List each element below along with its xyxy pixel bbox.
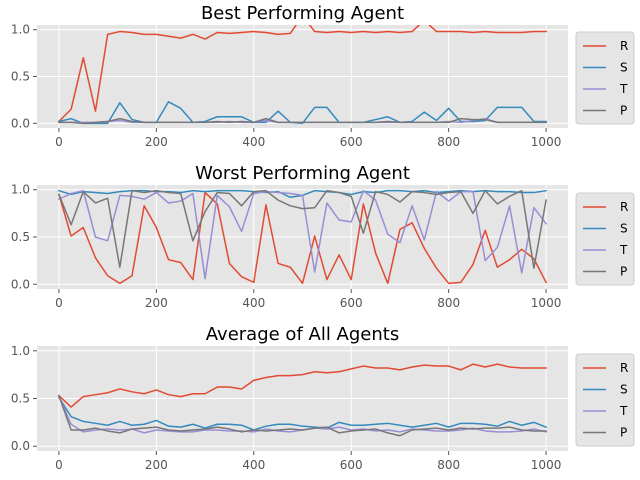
x-tick-label: 400 (242, 458, 265, 472)
legend-box (575, 353, 635, 447)
x-tick-label: 800 (437, 135, 460, 149)
x-tick-label: 200 (145, 135, 168, 149)
y-tick-label: 1.0 (11, 183, 30, 197)
series-line-P (57, 189, 547, 269)
x-tick-label: 800 (437, 296, 460, 310)
legend-label-S: S (620, 222, 628, 236)
legend-box (575, 192, 635, 286)
legend-label-R: R (620, 39, 628, 53)
series-line-R (57, 191, 548, 285)
legend-label-S: S (620, 383, 628, 397)
x-tick-label: 200 (145, 458, 168, 472)
series-line-P (58, 117, 547, 125)
x-tick-label: 1000 (531, 296, 562, 310)
y-tick-label: 1.0 (11, 23, 30, 37)
legend-box (575, 31, 635, 125)
chart-panel-3: 0 200 400 600 800 1000 0.0 0.5 1.0 Average of All… (11, 324, 635, 472)
x-tick-label: 0 (55, 458, 63, 472)
y-tick-label: 0.5 (11, 230, 30, 244)
legend-label-P: P (620, 426, 627, 440)
x-tick-label: 800 (437, 458, 460, 472)
x-tick-label: 0 (55, 296, 63, 310)
chart-title: Worst Performing Agent (195, 163, 410, 184)
chart-panel-1: 0 200 400 600 800 1000 0.0 0.5 1.0 Best Performin… (11, 3, 635, 149)
series-line-R (57, 25, 547, 123)
legend-label-P: P (620, 265, 627, 279)
x-tick-label: 600 (340, 458, 363, 472)
legend-label-T: T (619, 82, 628, 96)
x-tick-label: 0 (55, 135, 63, 149)
series-lines (57, 25, 547, 125)
y-tick-label: 0.0 (11, 116, 30, 130)
chart-title: Average of All Agents (206, 324, 399, 345)
series-line-S (57, 396, 548, 431)
x-tick-label: 600 (340, 296, 363, 310)
y-tick-label: 1.0 (11, 344, 30, 358)
y-tick-label: 0.5 (11, 70, 30, 84)
chart-panel-2: 0 200 400 600 800 1000 0.0 0.5 1.0 Worst Performi… (11, 163, 635, 310)
series-lines (57, 189, 548, 285)
series-line-T (57, 189, 548, 280)
y-tick-label: 0.5 (11, 392, 30, 406)
legend-label-R: R (620, 200, 628, 214)
x-tick-label: 400 (242, 296, 265, 310)
series-lines (57, 363, 548, 437)
legend-label-P: P (620, 104, 627, 118)
legend-label-R: R (620, 361, 628, 375)
legend-label-S: S (620, 61, 628, 75)
series-line-R (57, 363, 547, 408)
x-tick-label: 600 (340, 135, 363, 149)
x-tick-label: 400 (242, 135, 265, 149)
x-tick-label: 200 (145, 296, 168, 310)
y-tick-label: 0.0 (11, 439, 30, 453)
y-tick-label: 0.0 (11, 277, 30, 291)
legend-label-T: T (619, 243, 628, 257)
x-tick-label: 1000 (531, 458, 562, 472)
chart-title: Best Performing Agent (201, 3, 404, 24)
series-line-P (57, 394, 547, 437)
legend-label-T: T (619, 404, 628, 418)
x-tick-label: 1000 (531, 135, 562, 149)
